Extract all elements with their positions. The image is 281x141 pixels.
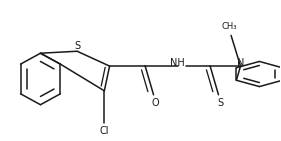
Text: S: S xyxy=(217,98,223,108)
Text: Cl: Cl xyxy=(99,126,109,136)
Text: O: O xyxy=(151,98,159,108)
Text: CH₃: CH₃ xyxy=(222,22,237,31)
Text: NH: NH xyxy=(170,58,185,68)
Text: S: S xyxy=(74,41,80,51)
Text: N: N xyxy=(237,58,244,68)
